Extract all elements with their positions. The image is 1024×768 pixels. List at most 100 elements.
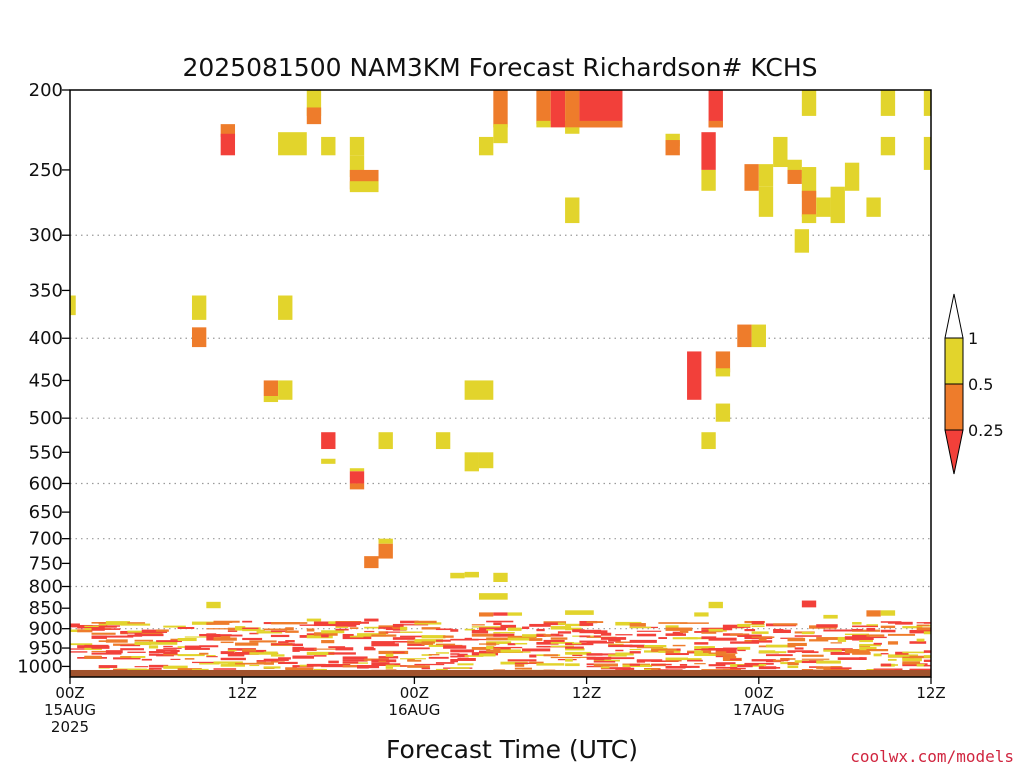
boundary-layer-cell: [615, 667, 635, 670]
boundary-layer-cell: [765, 654, 793, 657]
boundary-layer-cell: [780, 658, 796, 660]
boundary-layer-cell: [765, 644, 792, 648]
boundary-layer-cell: [421, 641, 435, 644]
y-tick-label: 650: [29, 502, 63, 523]
boundary-layer-cell: [242, 648, 257, 652]
boundary-layer-cell: [213, 620, 240, 623]
heatmap-cell: [801, 190, 817, 217]
boundary-layer-cell: [608, 657, 635, 660]
boundary-layer-cell: [895, 622, 912, 625]
boundary-layer-cell: [471, 633, 501, 637]
boundary-layer-cell: [694, 653, 720, 657]
boundary-layer-cell: [600, 666, 610, 669]
boundary-layer-cell: [278, 657, 291, 660]
boundary-layer-cell: [105, 622, 122, 625]
boundary-layer-cell: [923, 622, 931, 624]
boundary-layer-cell: [572, 629, 585, 633]
boundary-layer-cell: [156, 649, 177, 652]
boundary-layer-cell: [529, 638, 543, 641]
y-tick-label: 900: [29, 619, 63, 640]
heatmap-cell: [464, 571, 479, 578]
boundary-layer-cell: [751, 631, 769, 634]
boundary-layer-cell: [593, 635, 601, 637]
boundary-layer-cell: [342, 664, 364, 668]
boundary-layer-cell: [127, 651, 146, 653]
boundary-layer-cell: [91, 650, 107, 653]
boundary-layer-cell: [816, 666, 843, 669]
boundary-layer-cell: [715, 662, 736, 665]
boundary-layer-cell: [91, 652, 122, 655]
boundary-layer-cell: [837, 639, 847, 642]
boundary-layer-cell: [270, 630, 297, 633]
boundary-layer-cell: [191, 661, 218, 664]
boundary-layer-cell: [679, 665, 700, 668]
boundary-layer-cell: [636, 630, 662, 632]
boundary-layer-cell: [486, 628, 495, 631]
boundary-layer-cell: [199, 634, 212, 637]
boundary-layer-cell: [242, 629, 265, 632]
boundary-layer-cell: [285, 640, 295, 643]
boundary-layer-cell: [450, 655, 461, 658]
boundary-layer-cell: [148, 667, 162, 670]
boundary-layer-cell: [722, 627, 733, 631]
boundary-layer-cell: [536, 628, 545, 632]
y-axis: 200 250 300 350 400 450 500 550 600 650 700 7508008…: [17, 80, 70, 677]
boundary-layer-cell: [256, 631, 283, 634]
heatmap-cell: [773, 136, 788, 168]
boundary-layer-cell: [493, 632, 515, 634]
boundary-layer-cell: [478, 653, 496, 657]
boundary-layer-cell: [435, 643, 456, 646]
boundary-layer-cell: [435, 628, 453, 631]
boundary-layer-cell: [909, 641, 927, 644]
boundary-layer-cell: [77, 629, 93, 633]
boundary-layer-cell: [148, 651, 166, 654]
boundary-layer-cell: [443, 635, 454, 638]
boundary-layer-cell: [220, 635, 231, 639]
boundary-layer-cell: [371, 643, 399, 647]
boundary-layer-cell: [299, 624, 327, 626]
boundary-layer-cell: [902, 663, 928, 667]
boundary-layer-cell: [471, 646, 491, 650]
boundary-layer-cell: [902, 651, 925, 654]
boundary-layer-cell: [765, 666, 781, 669]
boundary-layer-cell: [378, 631, 389, 634]
boundary-layer-cell: [227, 627, 240, 631]
boundary-layer-cell: [816, 660, 841, 664]
boundary-layer-cell: [758, 650, 776, 654]
boundary-layer-cell: [285, 630, 299, 633]
boundary-layer-cell: [177, 646, 191, 648]
heatmap-cell: [715, 368, 731, 377]
heatmap-cell: [715, 403, 731, 422]
boundary-layer-cell: [722, 668, 741, 671]
boundary-layer-cell: [256, 661, 266, 665]
boundary-layer-cell: [636, 633, 657, 637]
boundary-layer-cell: [658, 622, 688, 624]
boundary-layer-cell: [536, 641, 559, 645]
boundary-layer-cell: [70, 643, 93, 646]
colorbar-label: 0.5: [968, 375, 993, 394]
boundary-layer-cell: [471, 626, 502, 628]
boundary-layer-cell: [586, 663, 594, 666]
boundary-layer-cell: [385, 666, 394, 669]
boundary-layer-cell: [206, 637, 215, 641]
boundary-layer-cell: [615, 621, 642, 626]
heatmap-cell: [364, 618, 379, 622]
boundary-layer-cell: [299, 647, 317, 651]
heatmap-cell: [263, 380, 279, 397]
boundary-layer-cell: [478, 627, 507, 631]
heatmap-cell: [687, 351, 702, 400]
boundary-layer-cell: [407, 647, 430, 650]
boundary-layer-cell: [127, 622, 146, 624]
boundary-layer-cell: [923, 650, 931, 653]
boundary-layer-cell: [450, 667, 470, 669]
boundary-layer-cell: [873, 668, 903, 672]
boundary-layer-cell: [213, 661, 243, 664]
colorbar-top-arrow: [944, 293, 964, 339]
heatmap-cell: [435, 432, 451, 450]
boundary-layer-cell: [156, 629, 169, 632]
heatmap-cell: [349, 181, 379, 193]
y-tick-label: 450: [29, 370, 63, 391]
boundary-layer-cell: [636, 659, 663, 662]
y-tick-label: 750: [29, 553, 63, 574]
boundary-layer-cell: [148, 645, 159, 649]
